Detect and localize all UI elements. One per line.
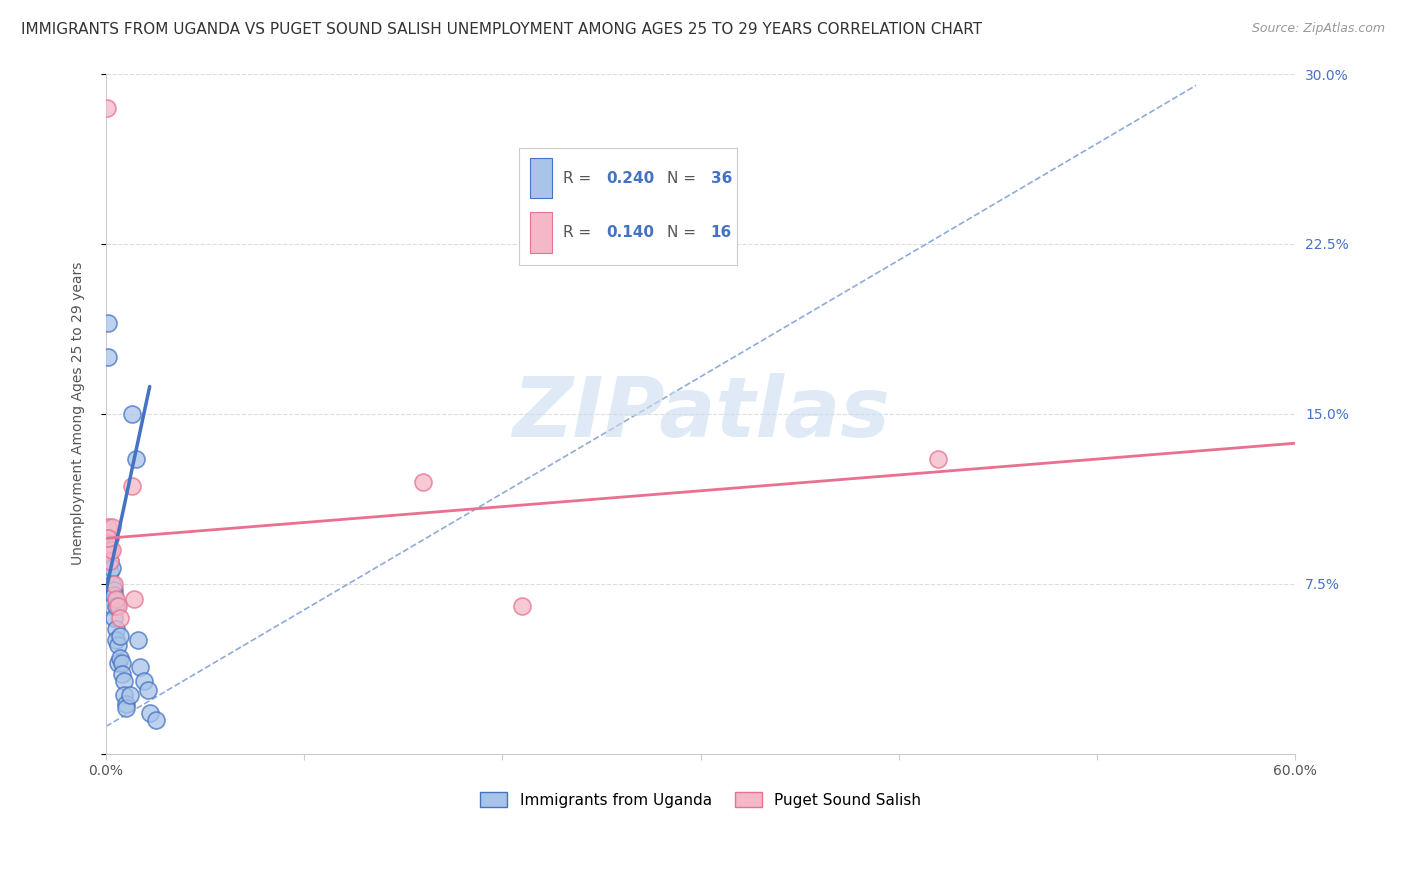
Point xyxy=(97,316,120,330)
Point xyxy=(108,610,131,624)
Point xyxy=(98,554,121,568)
Point xyxy=(97,532,120,546)
Point xyxy=(104,633,127,648)
Point xyxy=(103,576,125,591)
Point xyxy=(107,599,129,614)
Point xyxy=(145,713,167,727)
Point xyxy=(97,554,120,568)
Point xyxy=(98,554,121,568)
Point xyxy=(122,592,145,607)
Point xyxy=(101,561,124,575)
Point xyxy=(97,350,120,364)
Text: R =: R = xyxy=(562,226,596,241)
Point xyxy=(101,576,124,591)
Point xyxy=(104,592,127,607)
Point xyxy=(98,532,121,546)
Bar xyxy=(530,212,551,253)
Text: N =: N = xyxy=(668,170,702,186)
Text: 0.140: 0.140 xyxy=(606,226,654,241)
Text: N =: N = xyxy=(668,226,702,241)
Point xyxy=(127,633,149,648)
Text: 16: 16 xyxy=(711,226,733,241)
Point xyxy=(125,452,148,467)
Point xyxy=(96,101,118,115)
Point xyxy=(108,651,131,665)
Point xyxy=(97,520,120,534)
Point xyxy=(111,656,134,670)
Text: ZIPatlas: ZIPatlas xyxy=(512,373,890,454)
Legend: Immigrants from Uganda, Puget Sound Salish: Immigrants from Uganda, Puget Sound Sali… xyxy=(474,786,928,814)
Point xyxy=(104,599,127,614)
Point xyxy=(98,532,121,546)
Point xyxy=(101,599,124,614)
Point xyxy=(103,583,125,598)
Point xyxy=(136,683,159,698)
Point xyxy=(121,407,143,421)
Point xyxy=(104,622,127,636)
Point xyxy=(98,542,121,557)
Point xyxy=(118,688,141,702)
Text: Source: ZipAtlas.com: Source: ZipAtlas.com xyxy=(1251,22,1385,36)
Bar xyxy=(530,158,551,198)
Point xyxy=(927,452,949,467)
Point xyxy=(107,638,129,652)
Point xyxy=(97,542,120,557)
Point xyxy=(101,542,124,557)
Text: IMMIGRANTS FROM UGANDA VS PUGET SOUND SALISH UNEMPLOYMENT AMONG AGES 25 TO 29 YE: IMMIGRANTS FROM UGANDA VS PUGET SOUND SA… xyxy=(21,22,983,37)
Point xyxy=(138,706,160,720)
Text: 36: 36 xyxy=(711,170,733,186)
Point xyxy=(103,588,125,602)
Point xyxy=(132,673,155,688)
Point xyxy=(510,599,533,614)
Point xyxy=(108,629,131,643)
Point xyxy=(412,475,434,489)
Point xyxy=(101,520,124,534)
Point xyxy=(115,701,138,715)
Point xyxy=(100,566,122,580)
Point xyxy=(112,673,135,688)
Point xyxy=(111,667,134,681)
Point xyxy=(103,610,125,624)
Text: 0.240: 0.240 xyxy=(606,170,654,186)
Y-axis label: Unemployment Among Ages 25 to 29 years: Unemployment Among Ages 25 to 29 years xyxy=(72,262,86,566)
Point xyxy=(121,479,143,493)
Point xyxy=(107,656,129,670)
Point xyxy=(128,660,150,674)
Point xyxy=(112,688,135,702)
Point xyxy=(115,697,138,711)
Text: R =: R = xyxy=(562,170,596,186)
